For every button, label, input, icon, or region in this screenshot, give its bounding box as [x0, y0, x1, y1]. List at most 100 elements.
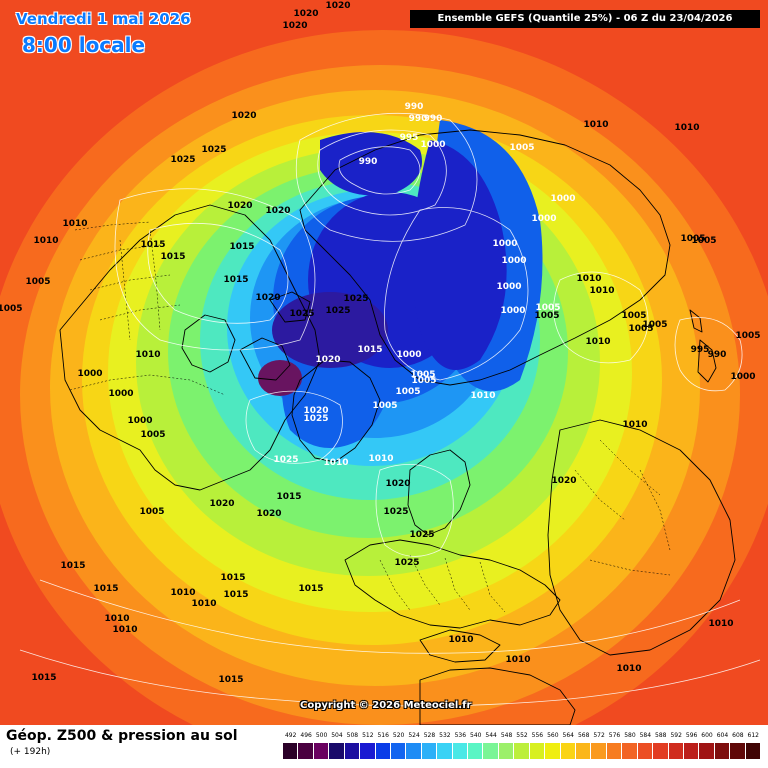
legend-swatch: [683, 743, 700, 759]
legend-swatch: [699, 743, 715, 759]
legend-value: 520: [392, 732, 405, 739]
pressure-label: 1020: [209, 499, 234, 509]
legend-value: 544: [485, 732, 497, 739]
legend-swatch: [730, 743, 746, 759]
pressure-label: 1025: [343, 294, 368, 304]
pressure-label: 1020: [256, 509, 281, 519]
pressure-label: 1005: [410, 370, 435, 380]
pressure-label: 990: [708, 350, 727, 360]
isobar: [245, 390, 343, 464]
surface-pressure-isobars: [19, 112, 761, 707]
pressure-label: 1010: [576, 274, 601, 284]
pressure-label: 1005: [509, 143, 534, 153]
pressure-label: 1020: [293, 9, 318, 19]
legend-value: 568: [577, 732, 590, 739]
pressure-label: 990: [424, 114, 443, 124]
pressure-label: 1010: [622, 420, 647, 430]
legend-swatch: [591, 743, 607, 759]
legend-swatch: [406, 743, 422, 759]
legend-value: 508: [346, 732, 359, 739]
pressure-label: 1010: [708, 619, 733, 629]
pressure-label: 1015: [160, 252, 185, 262]
pressure-label: 1010: [135, 350, 160, 360]
legend-value: 592: [670, 732, 682, 739]
coast-siberia: [299, 129, 671, 386]
pressure-label: 1005: [691, 236, 716, 246]
pressure-label: 1005: [628, 324, 653, 334]
model-run-banner: Ensemble GEFS (Quantile 25%) - 06 Z du 2…: [410, 10, 760, 28]
legend-swatch: [560, 743, 577, 759]
legend-swatch: [637, 743, 654, 759]
coast-greenland: [291, 359, 381, 463]
pressure-label: 1025: [201, 145, 226, 155]
pressure-label: 1010: [585, 337, 610, 347]
legend-value: 572: [593, 732, 605, 739]
pressure-label: 1005: [642, 320, 667, 330]
legend-swatch: [390, 743, 407, 759]
pressure-label: 1015: [223, 275, 248, 285]
isobar: [147, 222, 289, 324]
legend-swatch: [344, 743, 361, 759]
pressure-label: 1010: [33, 236, 58, 246]
legend-swatch: [437, 743, 453, 759]
isobar: [114, 188, 316, 351]
isobar: [317, 129, 447, 216]
legend-swatch: [668, 743, 684, 759]
coast-asia-south: [547, 419, 736, 656]
border-europe: [379, 554, 506, 613]
pressure-label: 1000: [500, 306, 525, 316]
pressure-label: 1015: [220, 573, 245, 583]
pressure-label: 1000: [77, 369, 102, 379]
pressure-label: 1010: [583, 120, 608, 130]
isobar: [19, 649, 761, 707]
pressure-label: 1005: [411, 376, 436, 386]
legend-swatch: [622, 743, 638, 759]
z500-band: [320, 132, 422, 196]
field-title: Géop. Z500 & pression au sol: [6, 728, 238, 744]
pressure-label: 1010: [104, 614, 129, 624]
pressure-label: 1015: [31, 673, 56, 683]
pressure-label: 1010: [448, 635, 473, 645]
legend-color-swatches: [283, 743, 762, 759]
forecast-date-title: Vendredi 1 mai 2026: [16, 10, 191, 28]
border-canada-usa: [69, 374, 226, 396]
z500-color-legend: 492 496 500 504 508 512 516 520 524 528 532 536 540 5…: [283, 732, 762, 764]
map-footer: Géop. Z500 & pression au sol (+ 192h) 49…: [0, 725, 768, 768]
legend-value: 536: [454, 732, 467, 739]
pressure-label: 1025: [170, 155, 195, 165]
legend-swatch: [421, 743, 438, 759]
legend-value: 608: [732, 732, 744, 739]
pressure-label: 1005: [140, 430, 165, 440]
legend-value: 556: [531, 732, 544, 739]
z500-band: [258, 360, 302, 396]
pressure-label: 1015: [93, 584, 118, 594]
pressure-label: 1020: [551, 476, 576, 486]
pressure-label: 1010: [323, 458, 348, 468]
legend-value: 584: [639, 732, 652, 739]
pressure-label: 995: [691, 345, 710, 355]
legend-value: 588: [655, 732, 667, 739]
legend-swatch: [498, 743, 515, 759]
z500-color-field: [0, 0, 768, 725]
pressure-label: 1000: [730, 372, 755, 382]
legend-swatch: [313, 743, 330, 759]
pressure-label: 1000: [531, 214, 556, 224]
legend-value: 560: [547, 732, 559, 739]
isobar: [553, 271, 649, 364]
pressure-label: 1000: [496, 282, 521, 292]
legend-value: 612: [747, 732, 759, 739]
pressure-label: 1000: [396, 350, 421, 360]
coast-canadian-arctic: [239, 291, 311, 381]
legend-swatch: [375, 743, 391, 759]
pressure-label: 995: [400, 133, 419, 143]
pressure-label: 1015: [298, 584, 323, 594]
pressure-label: 1010: [0, 0, 13, 3]
pressure-label: 1000: [550, 194, 575, 204]
pressure-label: 990: [405, 102, 424, 112]
legend-swatch: [529, 743, 546, 759]
legend-swatch: [360, 743, 376, 759]
z500-band: [272, 292, 388, 368]
coast-japan: [689, 309, 717, 383]
pressure-label: 1020: [315, 355, 340, 365]
